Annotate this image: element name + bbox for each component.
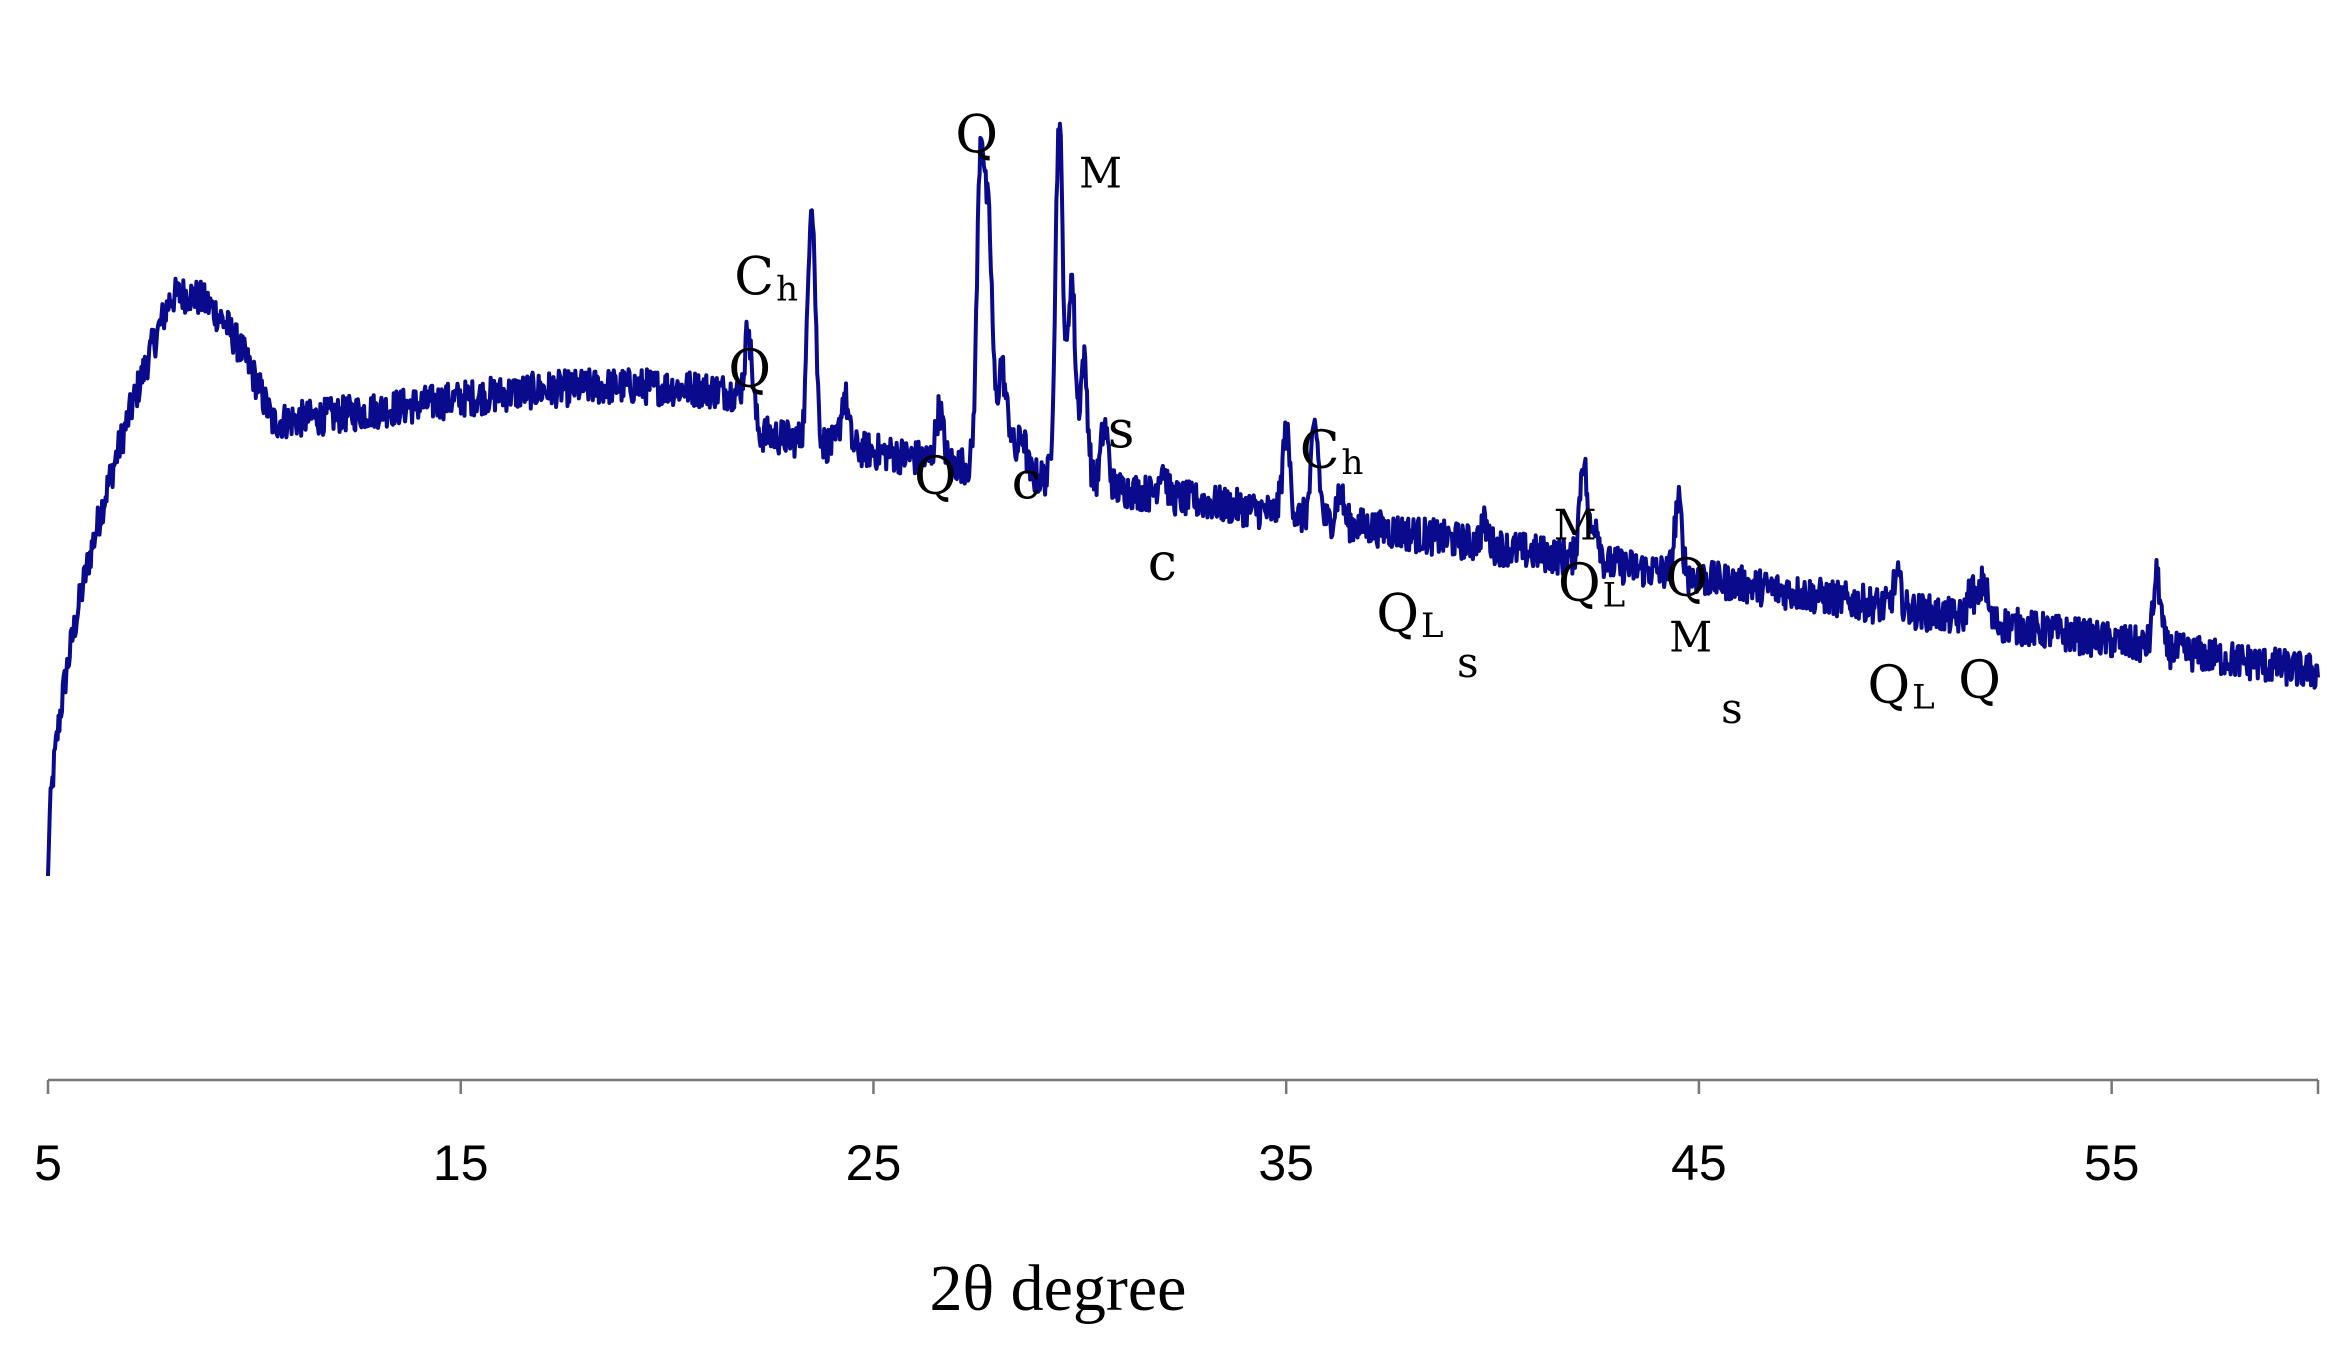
peak-label: Q <box>955 105 998 165</box>
peak-label: c <box>1012 452 1041 512</box>
peak-label: M <box>1079 149 1122 198</box>
peak-label: s <box>1721 684 1743 733</box>
peak-label: Q <box>1958 651 2001 711</box>
peak-label: M <box>1554 500 1597 549</box>
xrd-pattern-line <box>46 121 2320 877</box>
x-tick-label: 15 <box>433 1135 489 1191</box>
peak-label: Ch <box>734 248 798 310</box>
peak-label: s <box>1457 638 1479 687</box>
peak-label: s <box>1108 401 1135 461</box>
peak-label: QL <box>1558 554 1625 616</box>
plot-area <box>46 121 2320 877</box>
peak-label: Q <box>1665 549 1708 609</box>
peak-label: Q <box>914 447 957 507</box>
x-tick-label: 45 <box>1671 1135 1727 1191</box>
x-tick-label: 35 <box>1258 1135 1314 1191</box>
peak-label: c <box>1148 533 1177 593</box>
x-tick-label: 25 <box>846 1135 902 1191</box>
peak-label: M <box>1669 613 1712 662</box>
peak-label: QL <box>1376 584 1443 646</box>
x-axis-ticks: 5 15 25 35 45 55 <box>34 1080 2320 1191</box>
x-axis-label: 2θ degree <box>930 1252 1187 1325</box>
x-tick-label: 5 <box>34 1135 62 1191</box>
peak-label: Ch <box>1300 421 1364 483</box>
x-tick-label: 55 <box>2084 1135 2140 1191</box>
peak-label: Q <box>728 339 771 399</box>
peak-label: QL <box>1868 656 1935 718</box>
